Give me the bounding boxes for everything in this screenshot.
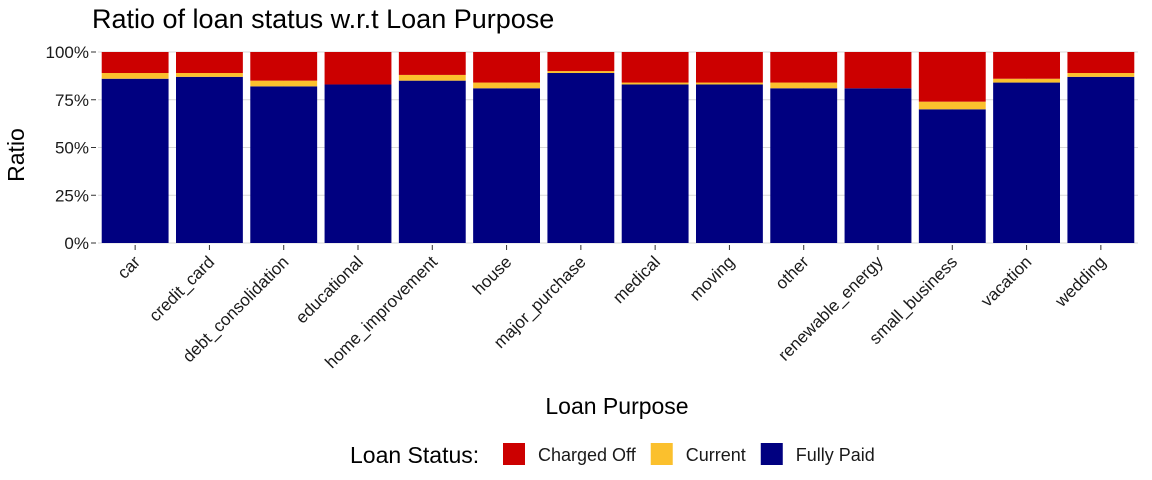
bar-segment [1067, 76, 1135, 243]
bar-segment [547, 71, 615, 74]
bar-segment [621, 52, 689, 83]
bar-segment [101, 78, 169, 244]
bar-segment [918, 52, 986, 102]
bar-segment [176, 52, 243, 74]
bar-segment [770, 82, 838, 89]
legend-title: Loan Status: [350, 442, 479, 468]
y-tick-label: 25% [55, 186, 89, 205]
bar-segment [770, 52, 838, 83]
bar-segment [696, 82, 763, 85]
bar-segment [1067, 73, 1135, 77]
bar-segment [324, 52, 392, 85]
bar-segment [398, 80, 466, 244]
x-tick-label: credit_card [145, 252, 218, 325]
bar-segment [918, 101, 986, 110]
y-tick-label: 100% [46, 43, 89, 62]
bar-segment [101, 73, 169, 79]
legend-label: Charged Off [538, 445, 637, 465]
legend-label: Current [686, 445, 746, 465]
x-tick-label: other [772, 252, 813, 293]
x-tick-label: vacation [977, 252, 1035, 310]
bar-segment [176, 76, 243, 243]
legend-label: Fully Paid [796, 445, 875, 465]
bar-segment [547, 73, 615, 243]
x-tick-label: car [114, 252, 144, 282]
y-tick-label: 0% [64, 234, 89, 253]
bar-segment [844, 88, 912, 243]
bar-segment [473, 88, 540, 243]
bar-segment [250, 52, 318, 81]
x-tick-label: house [469, 252, 515, 298]
bar-segment [696, 52, 763, 83]
bar-segment [696, 84, 763, 243]
bar-segment [324, 84, 392, 243]
bar-segment [770, 88, 838, 243]
legend-swatch [503, 443, 525, 465]
y-axis-ticks: 0% 25% 50% 75% 100% [46, 43, 96, 253]
bar-segment [398, 74, 466, 81]
bar-segment [918, 109, 986, 243]
bar-segment [547, 52, 615, 72]
bar-segment [250, 80, 318, 87]
bar-segment [473, 52, 540, 83]
bar-segment [176, 73, 243, 77]
y-tick-label: 75% [55, 91, 89, 110]
bar-segment [993, 82, 1060, 243]
bar-segment [993, 52, 1060, 79]
y-tick-label: 50% [55, 139, 89, 158]
bar-segment [621, 82, 689, 85]
legend: Loan Status: Charged Off Current Fully Pai… [350, 442, 875, 468]
legend-swatch [760, 443, 783, 465]
bar-segment [398, 52, 466, 75]
bar-segment [1067, 52, 1135, 74]
x-axis-title: Loan Purpose [545, 393, 688, 419]
bar-segment [993, 78, 1060, 83]
x-tick-label: moving [686, 252, 738, 304]
bars [101, 52, 1135, 244]
bar-segment [250, 86, 318, 243]
x-tick-label: medical [609, 252, 664, 307]
legend-swatch [650, 443, 673, 465]
bar-segment [473, 82, 540, 89]
bar-segment [621, 84, 689, 243]
bar-segment [844, 52, 912, 89]
x-tick-label: educational [292, 252, 367, 327]
chart-title: Ratio of loan status w.r.t Loan Purpose [92, 4, 554, 34]
y-axis-title: Ratio [3, 128, 29, 182]
x-tick-label: wedding [1051, 252, 1110, 311]
bar-segment [101, 52, 169, 74]
